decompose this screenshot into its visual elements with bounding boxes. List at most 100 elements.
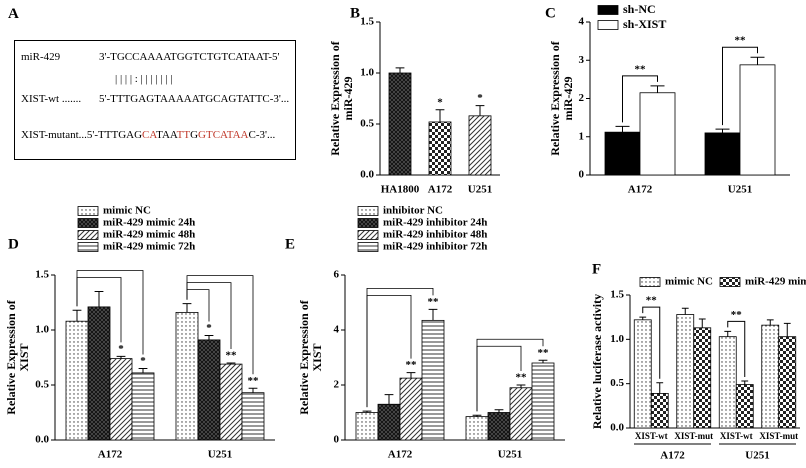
panel-label: F xyxy=(592,261,601,277)
bracket xyxy=(186,275,254,375)
y-tick-label: 0.0 xyxy=(610,422,624,434)
significance: * xyxy=(206,322,212,334)
bracket xyxy=(476,338,544,412)
group-label: A172 xyxy=(660,450,685,462)
legend-label: inhibitor NC xyxy=(383,205,443,217)
bracket xyxy=(722,46,758,126)
y-axis-label: Relative Expression of xyxy=(548,40,562,155)
error-bar xyxy=(766,319,774,326)
error-bar xyxy=(395,67,405,73)
x-tick-label: U251 xyxy=(498,449,522,461)
significance: ** xyxy=(226,350,238,362)
legend-label: miR-429 mimic 72h xyxy=(103,241,195,253)
error-bar xyxy=(472,414,482,417)
sequence-segment: GTCATAA xyxy=(198,129,249,141)
legend-label: sh-XIST xyxy=(623,17,666,31)
x-tick-label: XIST-mut xyxy=(674,431,713,441)
legend-label: miR-429 inhibitor 48h xyxy=(383,229,487,241)
legend-swatch xyxy=(77,242,99,252)
x-tick-label: XIST-wt xyxy=(720,431,753,441)
error-bar xyxy=(724,330,732,337)
error-bar xyxy=(741,380,749,385)
x-tick-label: HA1800 xyxy=(381,184,420,196)
error-bar xyxy=(538,359,548,363)
legend-label: mimic NC xyxy=(103,205,151,217)
y-axis-label: XIST xyxy=(310,343,324,371)
y-axis-label: XIST xyxy=(17,343,31,371)
legend-swatch xyxy=(597,20,619,30)
error-bar xyxy=(182,303,192,313)
y-tick-label: 1.0 xyxy=(610,333,624,345)
legend-swatch xyxy=(719,277,741,287)
x-tick-label: A172 xyxy=(628,184,653,196)
x-tick-label: U251 xyxy=(728,184,752,196)
bar xyxy=(718,336,737,429)
legend-swatch xyxy=(357,218,379,228)
bar xyxy=(399,377,423,441)
significance: ** xyxy=(248,375,260,387)
bar xyxy=(197,339,221,441)
y-tick-label: 1.5 xyxy=(610,289,624,301)
significance: ** xyxy=(731,309,743,321)
y-axis-label: Relative Expression of xyxy=(328,40,342,155)
y-tick-label: 0.5 xyxy=(610,377,624,389)
panel-label: E xyxy=(285,236,295,252)
bar xyxy=(355,412,379,441)
bar xyxy=(704,132,741,176)
legend-label: miR-429 inhibitor 24h xyxy=(383,217,487,229)
significance: ** xyxy=(428,296,440,308)
bar xyxy=(388,72,412,176)
x-tick-label: A172 xyxy=(388,449,413,461)
sequence-panel: A miR-429 3'-TGCCAAAATGGTCTGTCATAAT-5' | … xyxy=(0,0,300,170)
significance: ** xyxy=(538,347,550,359)
y-tick-label: 3 xyxy=(579,54,585,66)
error-bar xyxy=(475,105,485,116)
bar xyxy=(531,362,555,441)
y-tick-label: 1.5 xyxy=(360,16,374,28)
bar xyxy=(465,416,489,441)
bar xyxy=(509,387,533,441)
x-tick-label: A172 xyxy=(98,449,123,461)
error-bar xyxy=(494,409,504,413)
bar xyxy=(65,320,89,441)
legend-swatch xyxy=(597,5,619,15)
bar xyxy=(693,327,712,429)
error-bar xyxy=(516,384,526,388)
legend-label: mimic NC xyxy=(665,276,713,288)
y-axis-label: Relative Expression of xyxy=(4,299,18,414)
bar xyxy=(175,311,199,441)
error-bar xyxy=(428,308,438,321)
bar xyxy=(487,412,511,441)
seq-name: XIST-wt ....... xyxy=(21,93,82,105)
error-bar xyxy=(72,309,82,322)
y-tick-label: 1.0 xyxy=(35,324,49,336)
bar xyxy=(87,306,111,441)
legend-label: sh-NC xyxy=(623,2,656,16)
y-tick-label: 0 xyxy=(334,434,340,446)
y-tick-label: 2 xyxy=(334,379,340,391)
bar xyxy=(377,403,401,441)
bar xyxy=(219,363,243,441)
legend-label: miR-429 mimic 48h xyxy=(103,229,195,241)
x-tick-label: XIST-mut xyxy=(759,431,798,441)
y-tick-label: 0.0 xyxy=(35,434,49,446)
error-bar xyxy=(116,355,126,359)
error-bar xyxy=(362,410,372,413)
legend-swatch xyxy=(639,277,661,287)
bar xyxy=(131,372,155,441)
bracket xyxy=(622,75,658,123)
y-tick-label: 0.5 xyxy=(360,118,374,130)
legend-swatch xyxy=(77,218,99,228)
y-tick-label: 0.5 xyxy=(35,379,49,391)
y-tick-label: 2 xyxy=(579,92,585,104)
y-axis-label: miR-429 xyxy=(341,77,355,121)
significance: * xyxy=(477,92,483,104)
significance: ** xyxy=(516,372,528,384)
panel-label: C xyxy=(545,5,556,21)
y-axis-label: Relative luciferase activity xyxy=(590,294,604,429)
sequence-segment: TAA xyxy=(156,129,177,141)
y-tick-label: 6 xyxy=(334,269,340,281)
y-axis-label: Relative Expression of xyxy=(297,299,311,414)
bracket xyxy=(366,287,434,408)
